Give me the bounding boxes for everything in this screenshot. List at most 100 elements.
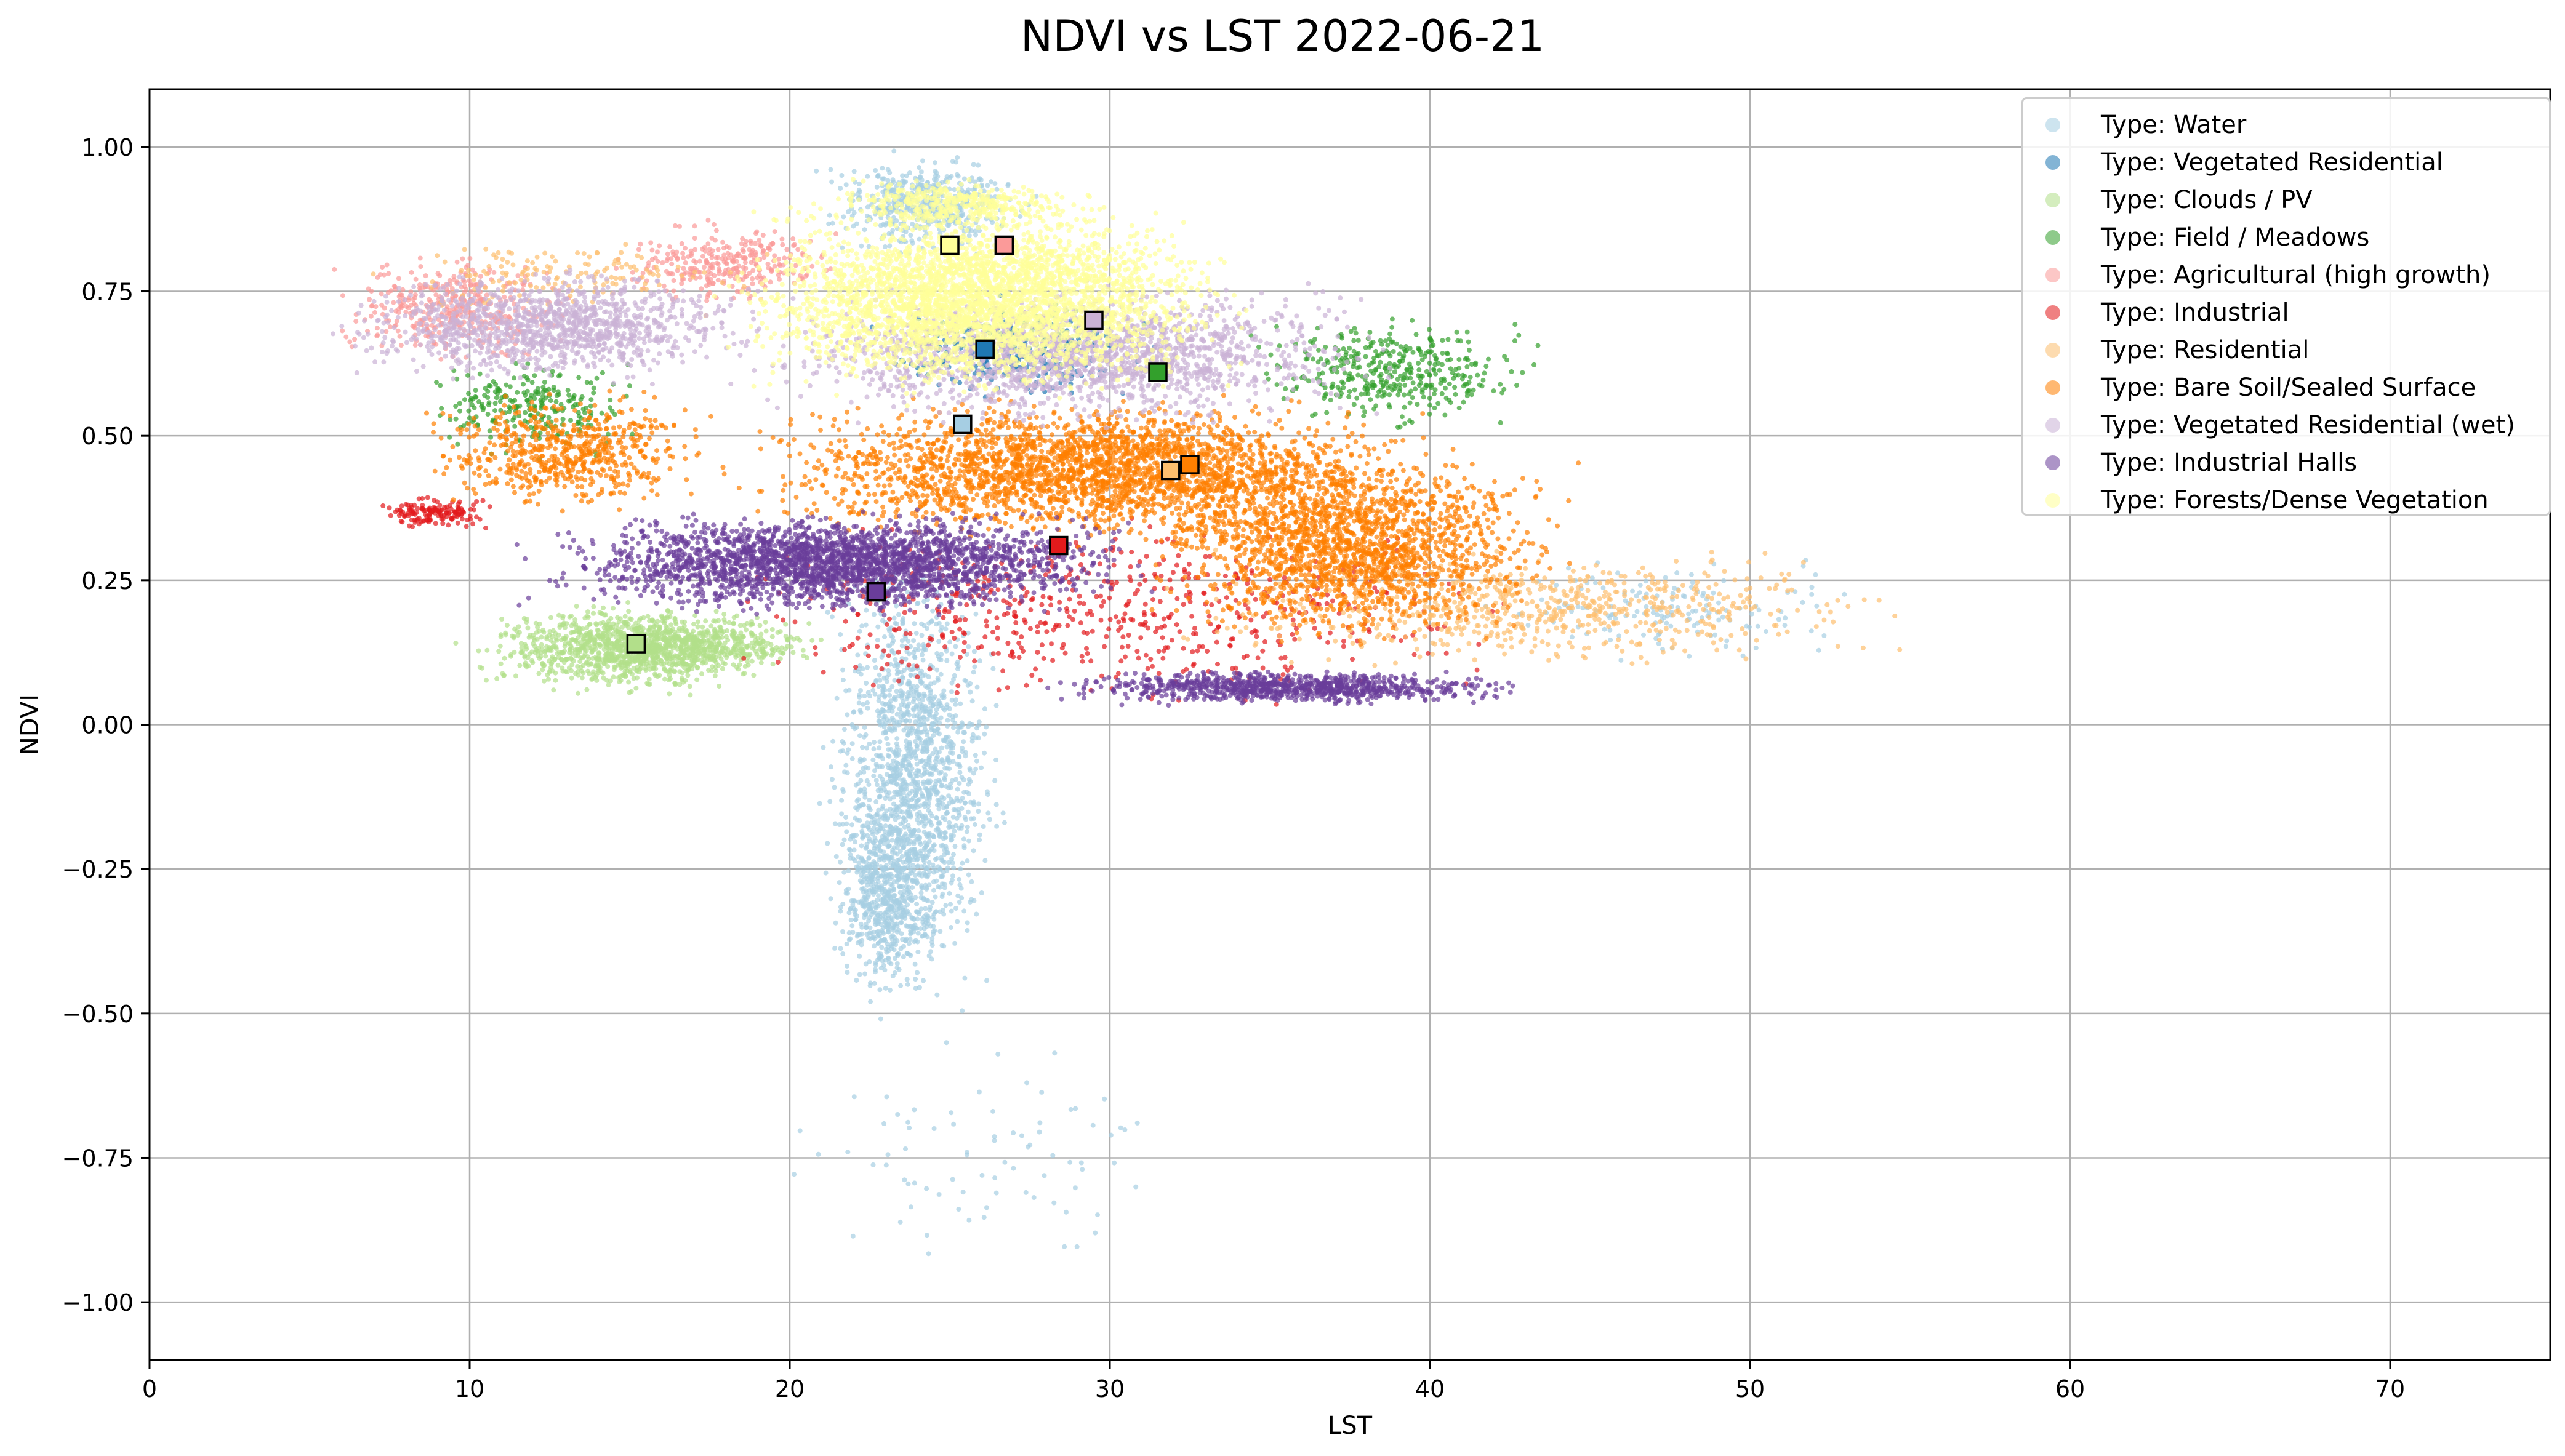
data-point bbox=[973, 753, 978, 758]
data-point bbox=[958, 825, 964, 831]
data-point bbox=[854, 798, 860, 804]
data-point bbox=[667, 656, 672, 662]
data-point bbox=[646, 647, 651, 652]
data-point bbox=[1764, 629, 1768, 634]
data-point bbox=[870, 1162, 876, 1167]
data-point bbox=[966, 872, 971, 878]
data-point bbox=[630, 627, 635, 633]
data-point bbox=[973, 611, 979, 617]
data-point bbox=[851, 709, 857, 714]
data-point bbox=[929, 939, 934, 945]
data-point bbox=[687, 638, 692, 643]
data-point bbox=[981, 1215, 987, 1220]
data-point bbox=[599, 410, 604, 416]
data-point bbox=[841, 870, 847, 875]
data-point bbox=[926, 1251, 931, 1257]
data-point bbox=[1783, 615, 1788, 621]
data-point bbox=[869, 877, 874, 882]
data-point bbox=[1385, 342, 1391, 348]
data-point bbox=[453, 416, 459, 422]
data-point bbox=[904, 879, 910, 884]
data-point bbox=[885, 1152, 891, 1158]
data-point bbox=[887, 687, 892, 693]
data-point bbox=[601, 605, 606, 610]
data-point bbox=[877, 793, 883, 799]
data-point bbox=[731, 635, 737, 641]
data-point bbox=[939, 843, 944, 849]
data-point bbox=[672, 681, 678, 686]
data-point bbox=[949, 925, 953, 930]
data-point bbox=[953, 644, 958, 649]
data-point bbox=[913, 977, 918, 982]
data-point bbox=[889, 942, 894, 947]
data-point bbox=[851, 833, 857, 838]
data-point bbox=[881, 854, 886, 859]
data-point bbox=[593, 674, 598, 680]
data-point bbox=[686, 665, 691, 670]
data-point bbox=[861, 832, 867, 838]
data-point bbox=[1027, 1142, 1033, 1148]
data-point bbox=[626, 679, 632, 685]
data-point bbox=[913, 986, 918, 991]
data-point bbox=[915, 930, 921, 936]
data-point bbox=[548, 648, 554, 653]
data-point bbox=[466, 408, 472, 414]
data-point bbox=[832, 945, 838, 951]
data-point bbox=[924, 1233, 929, 1238]
data-point bbox=[957, 380, 963, 385]
data-point bbox=[596, 628, 601, 633]
data-point bbox=[1716, 600, 1721, 606]
data-point bbox=[883, 837, 888, 842]
data-point bbox=[897, 1219, 903, 1225]
data-point bbox=[1723, 644, 1728, 649]
data-point bbox=[849, 898, 854, 903]
data-point bbox=[934, 868, 939, 874]
data-point bbox=[863, 732, 869, 737]
data-point bbox=[959, 895, 965, 901]
data-point bbox=[929, 814, 935, 819]
data-point bbox=[828, 896, 833, 902]
data-point bbox=[883, 789, 889, 794]
data-point bbox=[933, 894, 938, 900]
data-point bbox=[971, 670, 976, 675]
data-point bbox=[945, 718, 950, 723]
data-point bbox=[907, 937, 913, 942]
data-point bbox=[880, 166, 885, 171]
data-point bbox=[942, 852, 947, 857]
data-point bbox=[625, 600, 631, 605]
data-point bbox=[882, 694, 888, 700]
data-point bbox=[979, 1172, 985, 1178]
data-point bbox=[1808, 628, 1814, 634]
data-point bbox=[659, 662, 665, 667]
data-point bbox=[482, 393, 488, 398]
data-point bbox=[1712, 632, 1718, 638]
data-point bbox=[944, 810, 950, 815]
data-point bbox=[472, 405, 477, 410]
data-point bbox=[710, 647, 716, 653]
data-point bbox=[874, 782, 880, 788]
data-point bbox=[1002, 1159, 1008, 1165]
data-point bbox=[618, 648, 624, 654]
data-point bbox=[1672, 585, 1677, 591]
data-point bbox=[792, 1172, 797, 1177]
data-point bbox=[758, 660, 764, 665]
data-point bbox=[744, 627, 749, 633]
data-point bbox=[968, 681, 973, 686]
data-point bbox=[924, 885, 929, 890]
data-point bbox=[532, 373, 537, 378]
data-point bbox=[858, 688, 863, 693]
data-point bbox=[914, 878, 919, 883]
data-point bbox=[778, 650, 784, 655]
data-point bbox=[1782, 623, 1788, 628]
data-point bbox=[911, 707, 917, 713]
data-point bbox=[848, 918, 854, 923]
data-point bbox=[651, 655, 656, 660]
data-point bbox=[840, 902, 846, 907]
data-point bbox=[926, 831, 932, 836]
data-point bbox=[849, 822, 854, 828]
data-point bbox=[891, 899, 897, 905]
data-point bbox=[857, 818, 862, 823]
data-point bbox=[455, 441, 460, 447]
data-point bbox=[971, 770, 976, 776]
data-point bbox=[907, 804, 912, 810]
